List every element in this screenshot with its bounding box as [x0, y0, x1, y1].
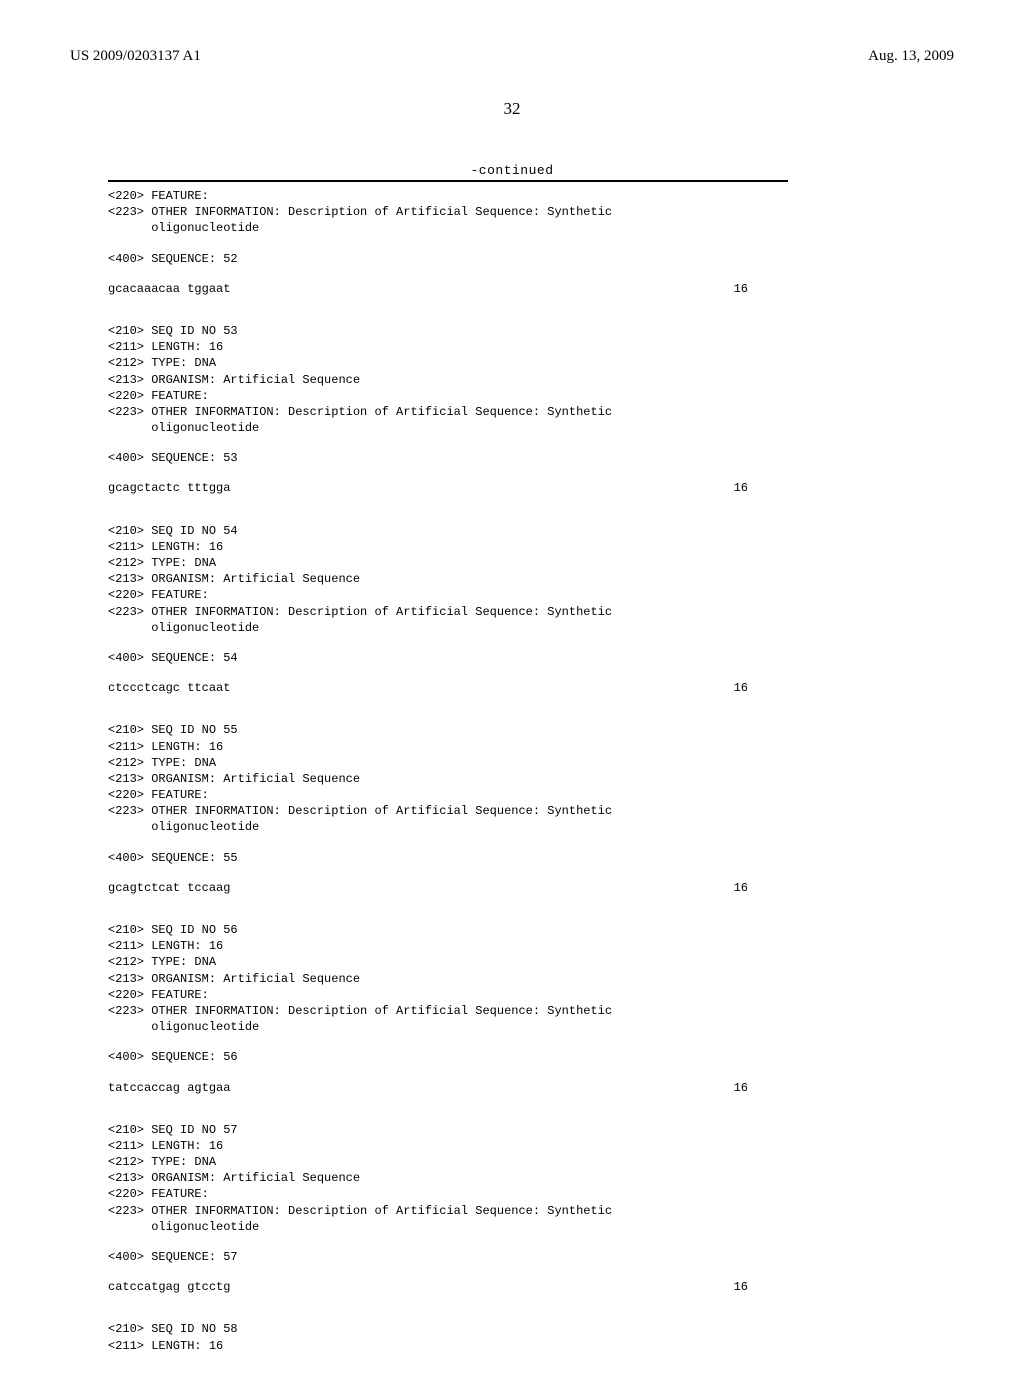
sequence-label: <400> SEQUENCE: 52: [108, 251, 954, 267]
sequence-text: gcagtctcat tccaag: [108, 880, 708, 896]
sequence-row: gcacaaacaa tggaat16: [108, 281, 954, 297]
seq-metadata-block: <210> SEQ ID NO 56 <211> LENGTH: 16 <212…: [108, 922, 954, 1035]
page-number: 32: [70, 99, 954, 119]
sequence-length: 16: [708, 1279, 748, 1295]
sequence-text: ctccctcagc ttcaat: [108, 680, 708, 696]
sequence-label: <400> SEQUENCE: 57: [108, 1249, 954, 1265]
sequence-row: gcagtctcat tccaag16: [108, 880, 954, 896]
continued-label: -continued: [70, 163, 954, 178]
seq-metadata-block: <210> SEQ ID NO 55 <211> LENGTH: 16 <212…: [108, 722, 954, 835]
publication-number: US 2009/0203137 A1: [70, 48, 201, 65]
sequence-length: 16: [708, 1080, 748, 1096]
seq-metadata-block: <220> FEATURE: <223> OTHER INFORMATION: …: [108, 188, 954, 237]
sequence-length: 16: [708, 680, 748, 696]
sequence-label: <400> SEQUENCE: 53: [108, 450, 954, 466]
publication-date: Aug. 13, 2009: [868, 48, 954, 65]
divider-top: [108, 180, 788, 182]
sequence-row: ctccctcagc ttcaat16: [108, 680, 954, 696]
sequence-text: gcagctactc tttgga: [108, 480, 708, 496]
sequence-row: catccatgag gtcctg16: [108, 1279, 954, 1295]
sequence-length: 16: [708, 281, 748, 297]
page-header: US 2009/0203137 A1 Aug. 13, 2009: [70, 48, 954, 65]
sequence-row: tatccaccag agtgaa16: [108, 1080, 954, 1096]
sequence-length: 16: [708, 880, 748, 896]
sequence-label: <400> SEQUENCE: 55: [108, 850, 954, 866]
sequence-label: <400> SEQUENCE: 56: [108, 1049, 954, 1065]
seq-metadata-block: <210> SEQ ID NO 53 <211> LENGTH: 16 <212…: [108, 323, 954, 436]
sequence-text: gcacaaacaa tggaat: [108, 281, 708, 297]
sequence-label: <400> SEQUENCE: 54: [108, 650, 954, 666]
seq-metadata-block: <210> SEQ ID NO 54 <211> LENGTH: 16 <212…: [108, 523, 954, 636]
sequence-row: gcagctactc tttgga16: [108, 480, 954, 496]
seq-metadata-block: <210> SEQ ID NO 57 <211> LENGTH: 16 <212…: [108, 1122, 954, 1235]
seq-metadata-block: <210> SEQ ID NO 58 <211> LENGTH: 16: [108, 1321, 954, 1353]
sequence-text: tatccaccag agtgaa: [108, 1080, 708, 1096]
sequence-length: 16: [708, 480, 748, 496]
sequence-text: catccatgag gtcctg: [108, 1279, 708, 1295]
